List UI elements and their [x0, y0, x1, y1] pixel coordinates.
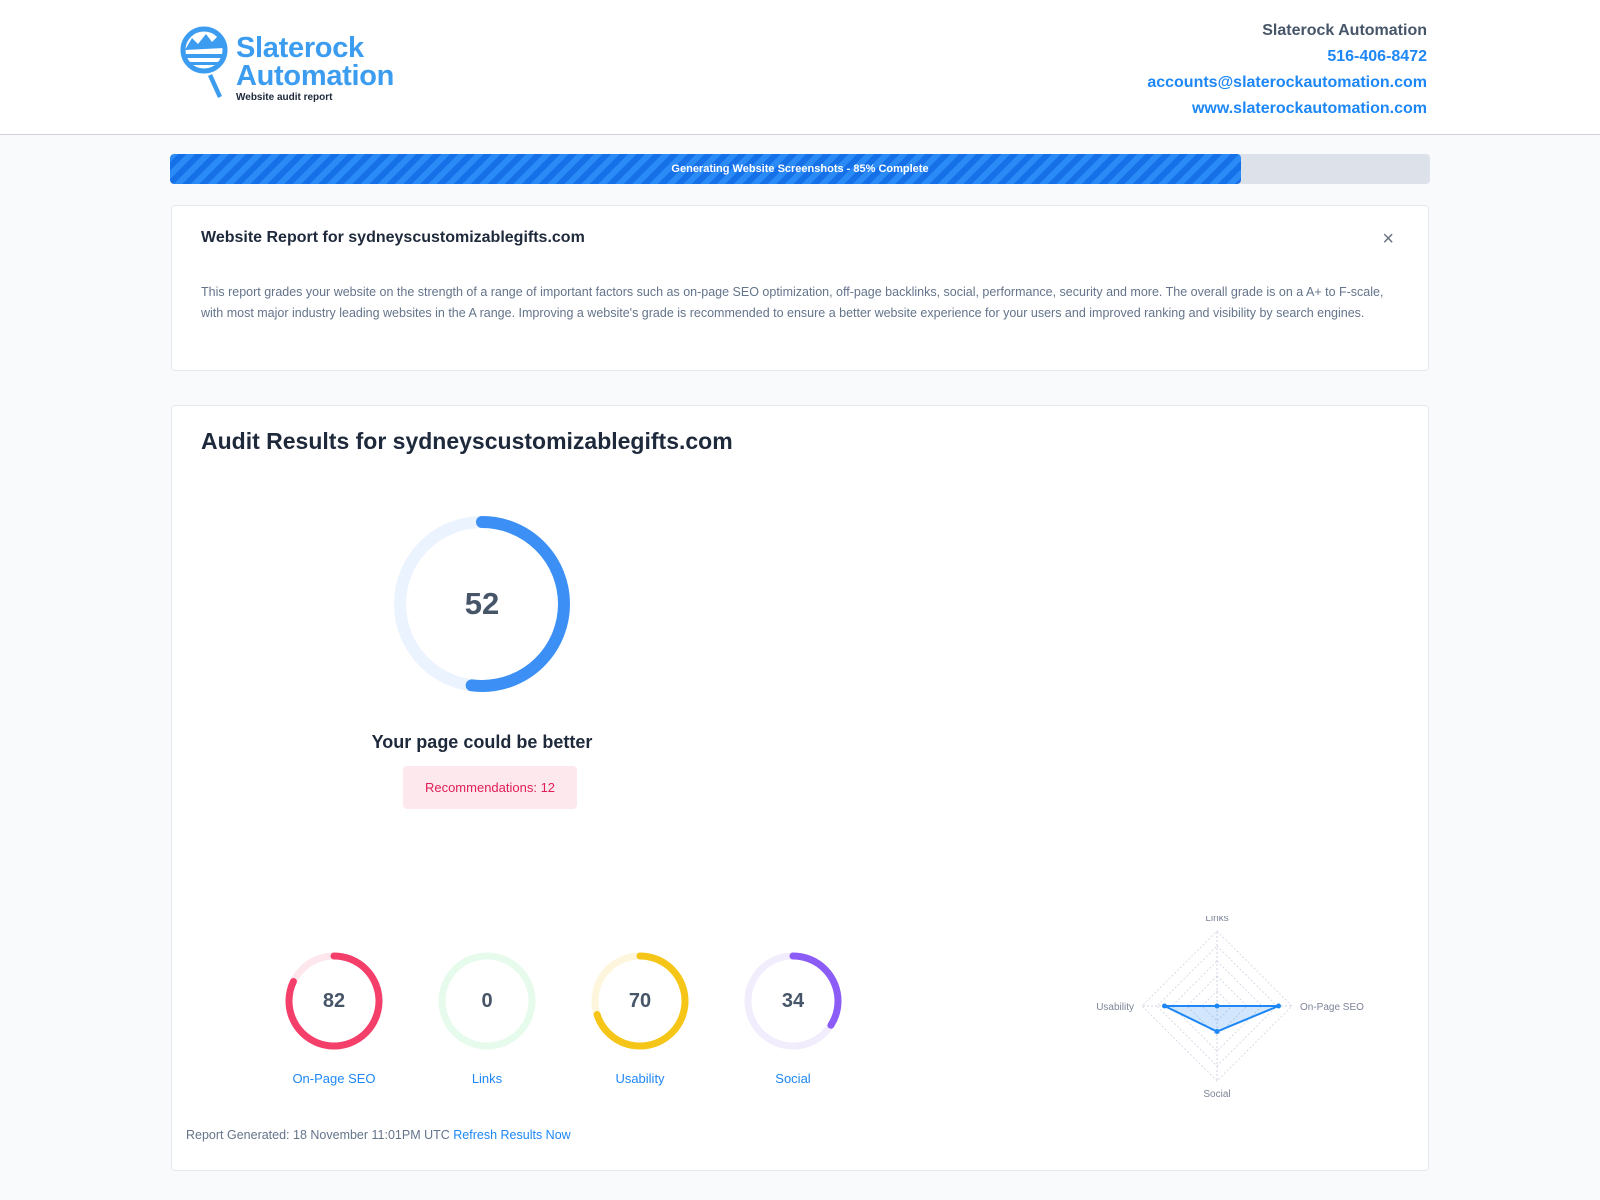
intro-card: Website Report for sydneyscustomizablegi… [171, 205, 1429, 371]
category-gauge: 70 [588, 949, 692, 1053]
progress-fill [170, 154, 1241, 184]
overall-score-gauge: 52 [387, 509, 577, 699]
brand-name-line1: Slaterock [236, 32, 364, 64]
brand-name-line2: Automation [236, 60, 395, 92]
radar-axis-label: Links [1205, 916, 1228, 924]
gauge-track [438, 952, 536, 1050]
category-score-social[interactable]: 34 Social [738, 949, 848, 1086]
category-score-on-page-seo[interactable]: 82 On-Page SEO [279, 949, 389, 1086]
radar-point [1162, 1003, 1167, 1009]
overall-score: 52 [464, 586, 500, 621]
gauge-arc [285, 952, 383, 1050]
radar-series-area [1164, 1005, 1279, 1033]
email-link[interactable]: accounts@slaterockautomation.com [1147, 74, 1427, 91]
brand-tagline: Website audit report [236, 92, 333, 103]
gauge-arc [394, 516, 570, 692]
radar-ring [1141, 930, 1293, 1082]
category-score-usability[interactable]: 70 Usability [585, 949, 695, 1086]
radar-chart: Links On-Page SEO Social Usability [1096, 916, 1364, 1100]
logo: Slaterock Automation Website audit repor… [180, 24, 440, 109]
company-name: Slaterock Automation [1262, 22, 1427, 39]
category-label[interactable]: On-Page SEO [292, 1071, 376, 1086]
verdict-text: Your page could be better [371, 732, 593, 752]
website-link[interactable]: www.slaterockautomation.com [1191, 100, 1427, 117]
audit-card: Audit Results for sydneyscustomizablegif… [171, 405, 1429, 1171]
contact-info: Slaterock Automation 516-406-8472 accoun… [1147, 18, 1427, 122]
progress-bar: Generating Website Screenshots - 85% Com… [170, 154, 1430, 184]
report-generated-text: Report Generated: 18 November 11:01PM UT… [186, 1128, 450, 1142]
phone-link[interactable]: 516-406-8472 [1327, 48, 1427, 65]
radar-point [1276, 1003, 1281, 1009]
gauge-arc [591, 952, 689, 1050]
header: Slaterock Automation Website audit repor… [0, 0, 1600, 135]
category-score: 70 [628, 989, 652, 1012]
radar-axis-label: Usability [1096, 1002, 1134, 1013]
radar-ring [1171, 960, 1263, 1052]
gauge-arc [744, 952, 842, 1050]
category-gauge: 0 [435, 949, 539, 1053]
category-gauge: 34 [741, 949, 845, 1053]
radar-axis-label: Social [1203, 1089, 1230, 1100]
intro-title: Website Report for sydneyscustomizablegi… [201, 229, 585, 246]
radar-axis-label: On-Page SEO [1300, 1002, 1364, 1013]
category-label[interactable]: Links [471, 1071, 503, 1086]
category-score-links[interactable]: 0 Links [432, 949, 542, 1086]
category-label[interactable]: Usability [615, 1071, 665, 1086]
recommendations-badge[interactable]: Recommendations: 12 [403, 766, 577, 809]
category-score: 0 [481, 989, 493, 1012]
category-score: 82 [322, 989, 346, 1012]
close-icon[interactable]: × [1382, 228, 1394, 250]
category-label[interactable]: Social [775, 1071, 811, 1086]
report-footer: Report Generated: 18 November 11:01PM UT… [186, 1128, 571, 1142]
intro-description: This report grades your website on the s… [201, 285, 1384, 320]
category-gauge: 82 [282, 949, 386, 1053]
radar-point [1214, 1029, 1220, 1034]
magnifier-logo-icon [180, 26, 228, 98]
refresh-results-link[interactable]: Refresh Results Now [453, 1128, 571, 1142]
audit-title: Audit Results for sydneyscustomizablegif… [201, 428, 733, 454]
radar-point [1214, 1003, 1220, 1009]
category-score: 34 [781, 989, 805, 1012]
progress-label: Generating Website Screenshots - 85% Com… [671, 163, 929, 175]
